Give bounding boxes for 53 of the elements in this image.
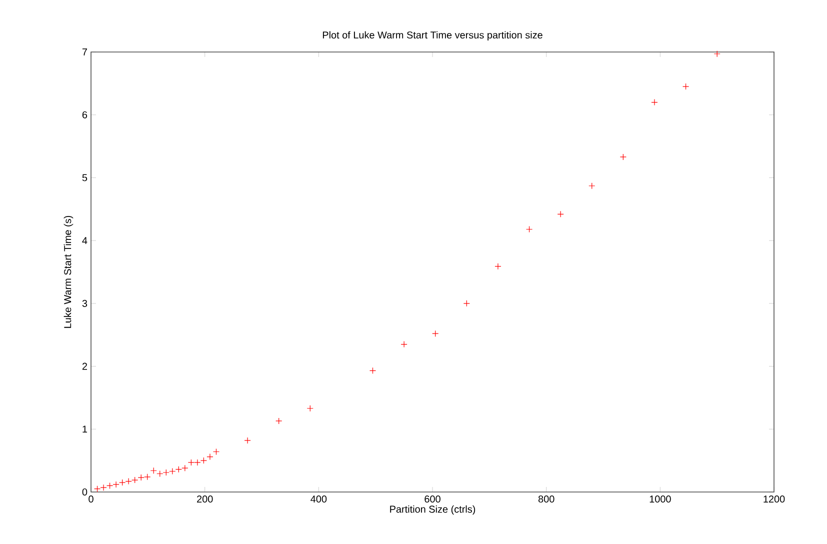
point xyxy=(557,210,564,218)
point xyxy=(162,469,170,476)
point xyxy=(306,405,314,412)
y-tick-label: 5 xyxy=(82,174,88,182)
point xyxy=(526,226,533,233)
x-tick-label: 800 xyxy=(538,496,554,503)
point xyxy=(432,330,439,337)
point xyxy=(620,154,626,160)
point xyxy=(194,459,201,466)
y-axis-title: Luke Warm Start Time (s) xyxy=(64,216,74,328)
point xyxy=(200,457,207,464)
point xyxy=(125,478,132,485)
point xyxy=(138,474,144,481)
x-tick-label: 200 xyxy=(197,496,213,503)
point xyxy=(144,474,151,480)
point xyxy=(588,182,596,190)
point xyxy=(400,340,408,348)
x-tick-label: 600 xyxy=(424,496,440,503)
y-tick-label: 3 xyxy=(82,300,88,307)
point xyxy=(276,418,282,424)
point xyxy=(150,467,157,474)
x-tick-label: 400 xyxy=(310,496,327,503)
y-tick-label: 0 xyxy=(82,488,88,496)
chart-title: Plot of Luke Warm Start Time versus partition size xyxy=(322,31,542,40)
point xyxy=(132,476,138,484)
y-tick-label: 7 xyxy=(82,48,87,56)
point xyxy=(651,98,658,106)
x-tick-label: 0 xyxy=(88,496,94,503)
point xyxy=(119,479,126,486)
y-tick-label: 1 xyxy=(82,426,88,433)
point xyxy=(175,466,182,473)
point xyxy=(682,83,690,90)
point xyxy=(206,453,214,460)
point xyxy=(188,459,194,466)
point xyxy=(369,367,376,374)
x-tick-label: 1200 xyxy=(764,496,785,503)
point xyxy=(156,470,164,478)
point xyxy=(169,468,176,475)
point xyxy=(94,486,101,492)
point xyxy=(244,437,251,444)
point xyxy=(212,448,220,456)
point xyxy=(714,50,720,58)
y-tick-label: 4 xyxy=(82,237,88,244)
point xyxy=(100,484,107,491)
y-tick-label: 2 xyxy=(82,362,87,370)
point xyxy=(112,481,120,488)
point xyxy=(182,464,188,472)
y-tick-label: 6 xyxy=(82,111,88,118)
point xyxy=(106,482,114,489)
x-tick-label: 1000 xyxy=(650,496,671,503)
point xyxy=(494,263,502,270)
x-axis-title: Partition Size (ctrls) xyxy=(390,505,476,515)
point xyxy=(463,300,470,307)
